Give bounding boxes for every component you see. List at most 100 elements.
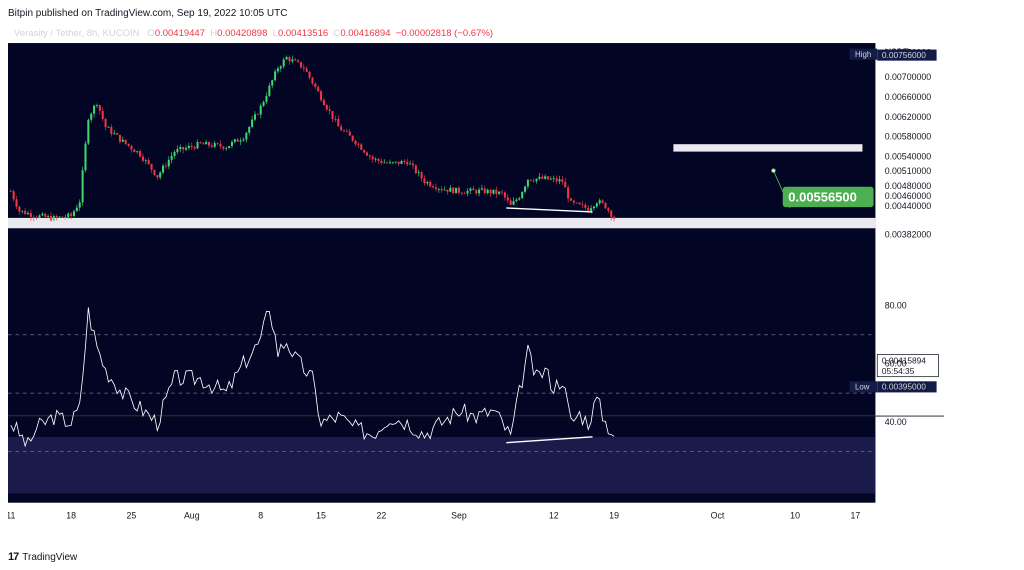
candle-body[interactable] (41, 213, 44, 216)
candle-body[interactable] (170, 155, 173, 160)
candle-body[interactable] (420, 172, 423, 179)
support-zone-box[interactable] (8, 217, 876, 229)
candle-body[interactable] (95, 105, 98, 106)
candle-body[interactable] (121, 139, 124, 142)
candle-body[interactable] (449, 187, 452, 192)
rsi-series[interactable] (10, 307, 615, 448)
candle-body[interactable] (518, 198, 521, 200)
candle-body[interactable] (81, 170, 84, 203)
candle-body[interactable] (572, 200, 575, 203)
candle-body[interactable] (411, 163, 415, 166)
candle-body[interactable] (259, 105, 262, 115)
candle-body[interactable] (118, 134, 121, 142)
candle-body[interactable] (567, 187, 570, 199)
price-axis[interactable]: USDT 0.007500000.007000000.006600000.006… (849, 47, 939, 393)
candle-body[interactable] (225, 148, 228, 149)
candle-body[interactable] (532, 180, 535, 182)
price-divergence-line[interactable] (506, 207, 593, 213)
candle-body[interactable] (311, 77, 314, 84)
candle-body[interactable] (253, 114, 256, 120)
candle-body[interactable] (417, 172, 420, 174)
chart-canvas[interactable]: 0.00556500 USDT 0.007500000.007000000.00… (8, 24, 944, 544)
candle-body[interactable] (271, 80, 274, 86)
candle-body[interactable] (503, 192, 506, 198)
candle-body[interactable] (429, 181, 432, 187)
candle-body[interactable] (38, 215, 41, 218)
candle-body[interactable] (363, 149, 366, 153)
candle-body[interactable] (486, 189, 489, 194)
target-callout[interactable]: 0.00556500 (771, 168, 874, 209)
candle-body[interactable] (371, 156, 374, 160)
candle-body[interactable] (345, 131, 348, 132)
candle-body[interactable] (584, 204, 587, 208)
candle-body[interactable] (535, 178, 538, 182)
candle-body[interactable] (575, 202, 578, 204)
candle-body[interactable] (213, 143, 216, 147)
candle-body[interactable] (590, 208, 593, 211)
candle-body[interactable] (9, 191, 12, 192)
candle-body[interactable] (409, 163, 412, 165)
candle-body[interactable] (538, 176, 541, 179)
candle-body[interactable] (317, 86, 320, 92)
candle-body[interactable] (182, 147, 185, 150)
candle-body[interactable] (35, 217, 38, 219)
candle-body[interactable] (190, 145, 193, 147)
legend-symbol[interactable]: Verasity / Tether, 8h, KUCOIN (14, 28, 140, 39)
target-zone[interactable] (673, 144, 863, 152)
candle-body[interactable] (558, 179, 561, 182)
candle-body[interactable] (222, 146, 225, 149)
candle-body[interactable] (308, 71, 311, 78)
candle-body[interactable] (478, 189, 481, 194)
candle-body[interactable] (245, 132, 248, 140)
candle-body[interactable] (357, 144, 360, 146)
candle-body[interactable] (569, 198, 573, 201)
candle-body[interactable] (483, 188, 486, 194)
candle-body[interactable] (437, 188, 440, 190)
rsi-axis[interactable]: 80.00 60.00 40.00 (885, 300, 907, 427)
candle-body[interactable] (613, 216, 616, 219)
candle-body[interactable] (127, 143, 130, 146)
candle-body[interactable] (515, 199, 518, 202)
candle-body[interactable] (230, 141, 234, 147)
candle-body[interactable] (386, 162, 389, 164)
candle-body[interactable] (581, 204, 584, 205)
candle-body[interactable] (90, 113, 93, 120)
candle-body[interactable] (331, 111, 334, 119)
candle-body[interactable] (322, 100, 325, 106)
candle-body[interactable] (239, 140, 242, 142)
candle-body[interactable] (380, 160, 383, 163)
candle-body[interactable] (472, 188, 475, 191)
candle-body[interactable] (29, 213, 32, 217)
candle-body[interactable] (302, 67, 305, 69)
candle-body[interactable] (365, 152, 369, 156)
candle-body[interactable] (196, 142, 199, 149)
candle-body[interactable] (236, 139, 239, 142)
candle-body[interactable] (136, 151, 139, 153)
candle-body[interactable] (24, 210, 27, 215)
candle-body[interactable] (610, 210, 613, 217)
candle-body[interactable] (210, 145, 213, 147)
candle-body[interactable] (552, 178, 555, 180)
candle-body[interactable] (107, 126, 110, 128)
candle-body[interactable] (291, 59, 294, 62)
candle-body[interactable] (423, 178, 426, 184)
candle-body[interactable] (541, 176, 544, 179)
tradingview-logo[interactable]: 17 TradingView (8, 551, 77, 563)
candle-body[interactable] (193, 146, 196, 149)
candle-body[interactable] (202, 143, 205, 145)
candle-body[interactable] (248, 126, 251, 133)
candle-body[interactable] (480, 188, 483, 190)
candle-body[interactable] (432, 186, 435, 188)
rsi-line-path[interactable] (10, 307, 615, 448)
candle-body[interactable] (354, 140, 357, 145)
candle-body[interactable] (351, 135, 354, 141)
candle-body[interactable] (233, 139, 236, 142)
candle-body[interactable] (601, 200, 604, 203)
candle-body[interactable] (592, 206, 595, 209)
candle-body[interactable] (265, 95, 268, 102)
candle-body[interactable] (512, 201, 515, 205)
candle-body[interactable] (455, 187, 458, 194)
candle-body[interactable] (446, 189, 449, 192)
candle-body[interactable] (144, 160, 147, 161)
candle-body[interactable] (391, 162, 394, 163)
